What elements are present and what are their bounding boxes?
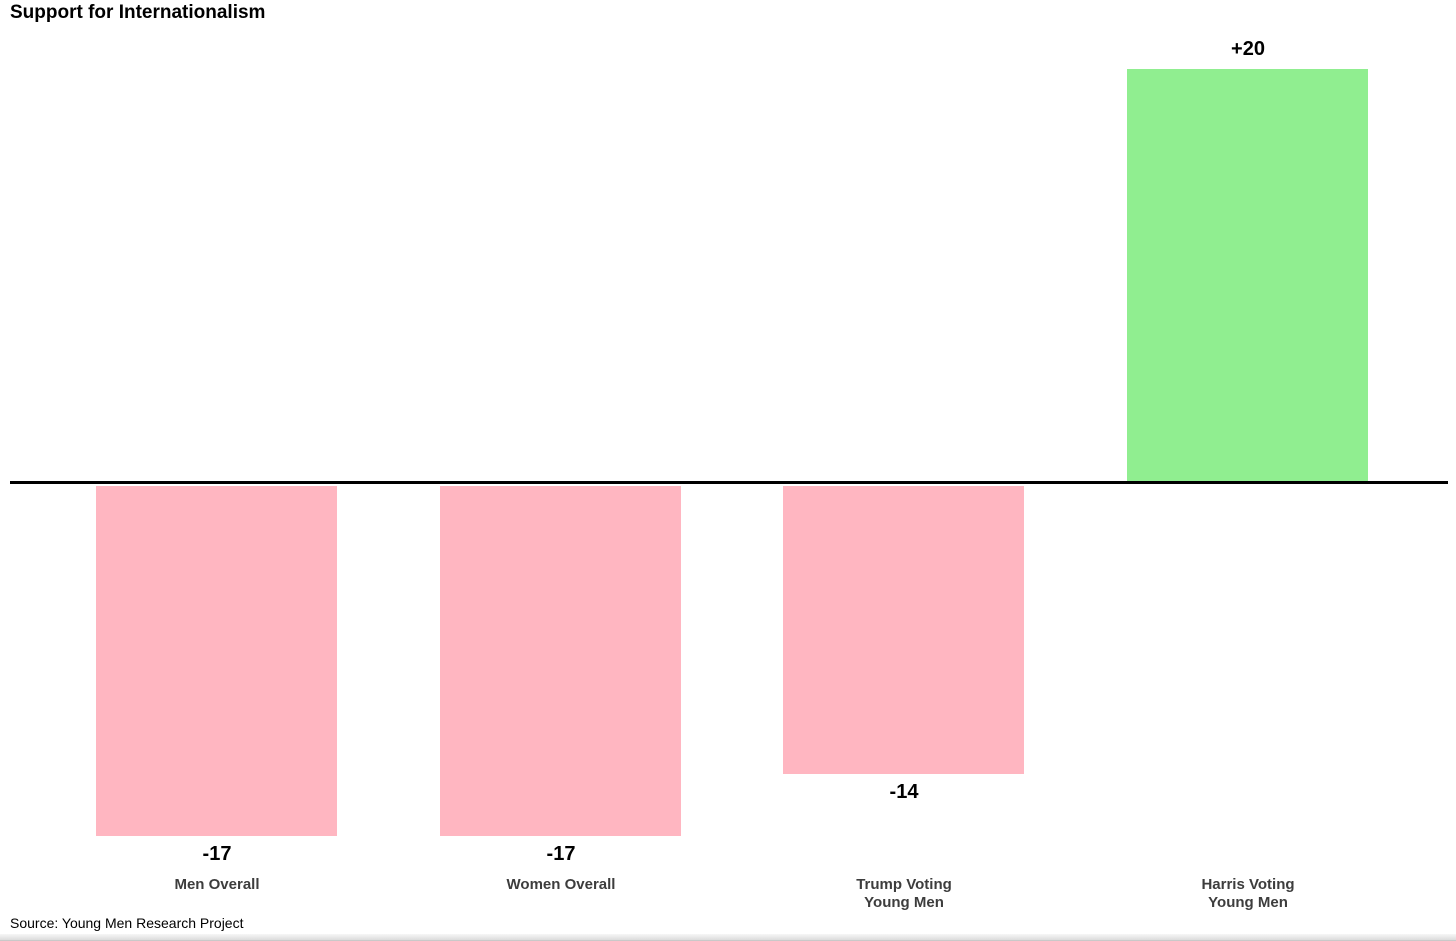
zero-axis-line [10, 481, 1448, 484]
bar-trump-voting-young-men [783, 486, 1024, 774]
category-label-men-overall: Men Overall [97, 876, 337, 894]
value-label-trump-voting-young-men: -14 [889, 781, 919, 803]
category-label-line: Young Men [1208, 893, 1288, 911]
category-label-line: Men Overall [174, 876, 260, 893]
bar-women-overall [440, 486, 681, 836]
chart-title: Support for Internationalism [10, 2, 266, 23]
source-caption: Source: Young Men Research Project [10, 915, 244, 931]
value-label-harris-voting-young-men: +20 [1231, 38, 1265, 60]
category-label-women-overall: Women Overall [441, 876, 681, 894]
category-label-line: Harris Voting [1201, 876, 1295, 893]
value-label-women-overall: -17 [546, 843, 576, 865]
bar-harris-voting-young-men [1127, 69, 1368, 481]
category-label-line: Women Overall [506, 876, 616, 893]
category-label-harris-voting-young-men: Harris Voting Young Men [1128, 876, 1368, 911]
category-label-line: Young Men [864, 893, 944, 911]
category-label-trump-voting-young-men: Trump Voting Young Men [784, 876, 1024, 911]
bar-men-overall [96, 486, 337, 836]
category-label-line: Trump Voting [856, 876, 952, 893]
value-label-men-overall: -17 [202, 843, 232, 865]
window-bottom-edge [0, 934, 1456, 941]
